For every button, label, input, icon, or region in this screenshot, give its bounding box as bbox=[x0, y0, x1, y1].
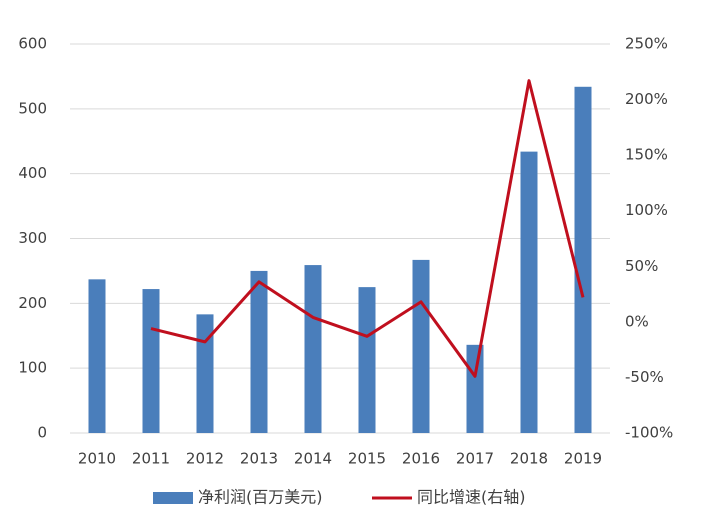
y-tick-label: 100 bbox=[18, 359, 47, 377]
bar bbox=[250, 270, 268, 433]
line bbox=[150, 79, 585, 378]
y2-tick-label: 250% bbox=[625, 35, 668, 53]
bar bbox=[574, 86, 592, 433]
bar bbox=[196, 314, 214, 433]
x-tick-label: 2014 bbox=[294, 450, 332, 468]
bar bbox=[88, 279, 106, 433]
y2-tick-label: 0% bbox=[625, 312, 649, 330]
x-tick-label: 2011 bbox=[132, 450, 170, 468]
x-tick-label: 2013 bbox=[240, 450, 278, 468]
x-tick-label: 2015 bbox=[348, 450, 386, 468]
x-tick-label: 2019 bbox=[564, 450, 602, 468]
y2-tick-label: -50% bbox=[625, 368, 664, 386]
y-tick-label: 300 bbox=[18, 229, 47, 247]
legend-swatch bbox=[153, 492, 193, 504]
x-tick-label: 2010 bbox=[78, 450, 116, 468]
y2-tick-label: 150% bbox=[625, 146, 668, 164]
bar bbox=[142, 289, 160, 433]
y-tick-label: 200 bbox=[18, 294, 47, 312]
bar bbox=[520, 151, 538, 433]
bar bbox=[412, 259, 430, 433]
x-tick-label: 2016 bbox=[402, 450, 440, 468]
y-tick-label: 600 bbox=[18, 35, 47, 53]
x-tick-label: 2018 bbox=[510, 450, 548, 468]
legend-label: 净利润(百万美元) bbox=[198, 488, 323, 507]
y-tick-label: 400 bbox=[18, 164, 47, 182]
y2-tick-label: 50% bbox=[625, 257, 658, 275]
y-tick-label: 500 bbox=[18, 99, 47, 117]
y2-tick-label: 200% bbox=[625, 90, 668, 108]
legend-label: 同比增速(右轴) bbox=[417, 488, 526, 507]
bar bbox=[466, 344, 484, 433]
x-tick-label: 2017 bbox=[456, 450, 494, 468]
y-tick-label: 0 bbox=[37, 424, 47, 442]
bar bbox=[358, 287, 376, 433]
y2-tick-label: -100% bbox=[625, 424, 673, 442]
bar bbox=[304, 265, 322, 433]
x-tick-label: 2012 bbox=[186, 450, 224, 468]
y2-tick-label: 100% bbox=[625, 201, 668, 219]
